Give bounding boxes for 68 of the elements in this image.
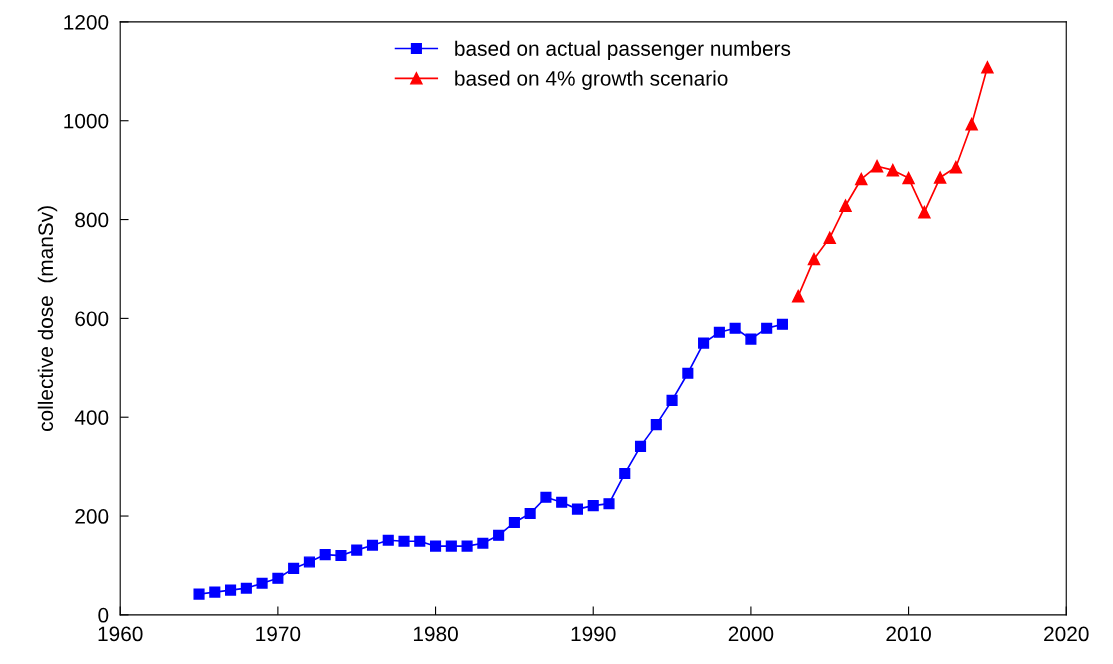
point [272,572,284,584]
point [729,322,741,334]
point [256,577,268,589]
point [524,508,536,520]
legend-label: based on actual passenger numbers [455,40,791,61]
legend-label: based on 4% growth scenario [455,70,728,90]
point [429,540,442,552]
point [949,160,963,174]
point [855,172,868,186]
point [902,171,915,185]
y-tick-label: 400 [74,410,109,425]
point [335,550,347,562]
point [933,171,947,184]
y-tick-label: 600 [75,311,109,327]
x-tick-label: 2020 [1044,626,1089,642]
x-tick-label: 1980 [413,626,458,642]
point [477,537,489,549]
point [445,540,457,552]
point [587,500,599,512]
point [556,496,568,508]
y-tick-label: 1000 [64,113,109,129]
y-axis-title: collective dose (manSv) [37,206,58,431]
point [666,394,678,406]
point [918,205,931,219]
point [382,534,394,546]
point [603,498,615,510]
point [698,337,710,349]
point [823,231,836,245]
y-tick-label: 200 [75,509,109,524]
point [508,516,520,529]
point [571,503,584,515]
x-tick-label: 2000 [728,626,774,642]
point [193,588,205,600]
point [461,540,473,552]
point [713,326,725,338]
point [398,535,410,547]
y-tick-label: 1200 [64,14,109,30]
point [240,582,252,594]
x-tick-label: 1990 [571,626,616,642]
point [839,199,852,212]
point [965,117,978,131]
x-tick-label: 1960 [98,626,143,642]
point [319,549,331,561]
point [209,586,221,598]
point [776,318,788,330]
point [288,562,300,574]
point [351,544,363,556]
point [886,163,900,177]
y-tick-label: 800 [75,212,109,228]
point [414,535,426,547]
point [650,419,662,431]
point [225,584,237,596]
point [682,367,694,379]
point [540,491,552,503]
point [981,61,994,74]
point [791,289,805,303]
x-tick-label: 2010 [886,626,931,642]
point [634,440,647,452]
point [619,467,631,480]
y-tick-label: 0 [98,607,109,623]
point [303,556,315,568]
point [366,539,379,551]
point [761,322,773,334]
x-tick-label: 1970 [256,626,301,642]
point [493,529,505,541]
point [807,252,821,266]
point [870,159,884,173]
point [745,333,757,345]
